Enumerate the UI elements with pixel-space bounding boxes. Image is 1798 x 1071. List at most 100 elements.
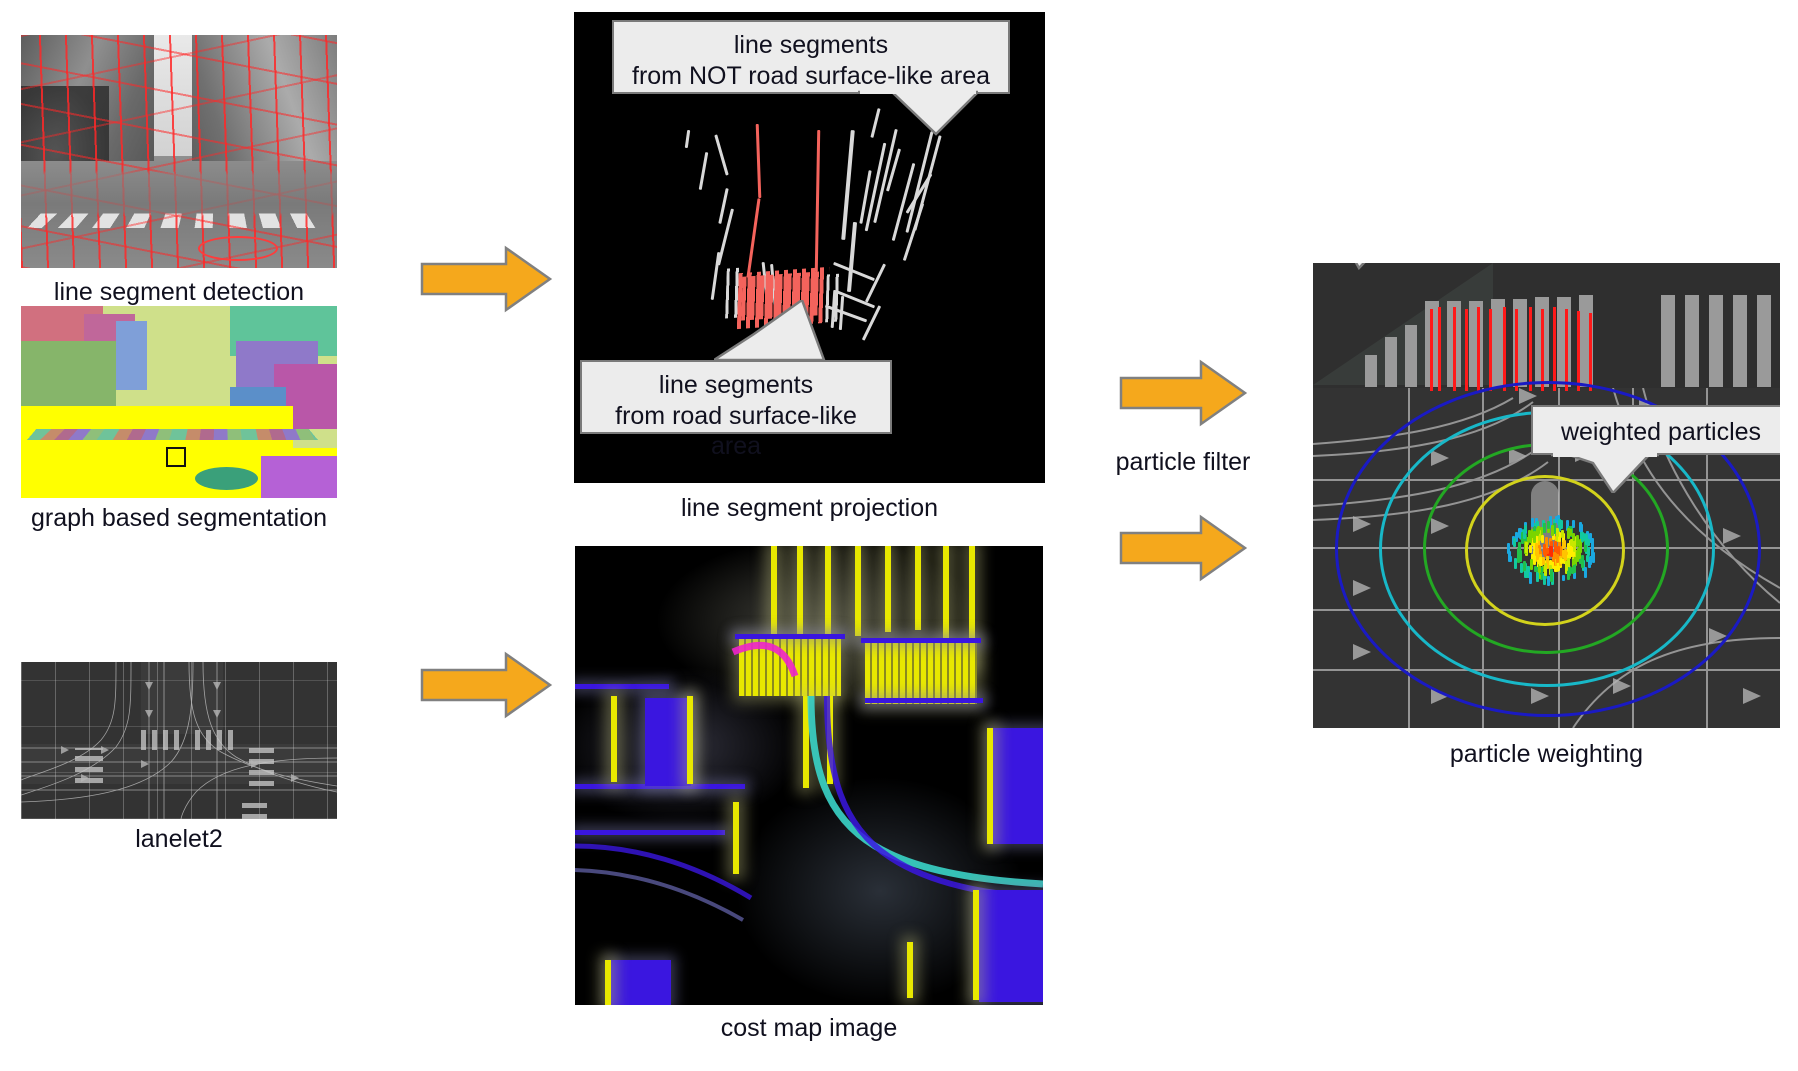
cost-lane-vertical: [825, 546, 831, 638]
particle: [1580, 524, 1584, 532]
particle: [1578, 547, 1581, 559]
particle: [1523, 528, 1527, 540]
particle: [1538, 529, 1542, 542]
particle: [1533, 541, 1536, 551]
particle: [1543, 549, 1547, 557]
cost-crosswalk-block: [865, 642, 977, 704]
particle: [1570, 566, 1574, 575]
map-bar: [1733, 295, 1747, 387]
likelihood-ring-yellow: [1465, 475, 1625, 626]
particle: [1525, 537, 1529, 546]
particle: [1553, 523, 1556, 534]
particle: [1578, 521, 1582, 533]
projected-3d-segment: [1553, 307, 1556, 391]
cost-lane-vertical: [943, 546, 949, 646]
particle: [1538, 544, 1542, 553]
cost-block: [993, 728, 1043, 844]
caption-line-segment-detection: line segment detection: [53, 278, 305, 306]
particle: [1553, 552, 1556, 560]
particle: [1538, 564, 1542, 573]
particle: [1588, 533, 1592, 544]
particle: [1572, 571, 1576, 580]
particle: [1542, 565, 1546, 573]
map-bar: [1491, 299, 1505, 387]
particle: [1547, 526, 1550, 534]
manhole-segment: [194, 467, 258, 491]
particle: [1546, 558, 1550, 569]
callout-line-1: line segments: [733, 31, 889, 59]
map-bar: [1405, 325, 1417, 387]
particle: [1532, 553, 1536, 565]
particle: [1533, 549, 1537, 560]
lane-grid: [21, 662, 337, 819]
crosswalk-south: [242, 797, 268, 819]
particle: [1555, 527, 1559, 538]
projected-3d-segment: [1477, 307, 1480, 391]
projected-segment-white: [698, 152, 709, 190]
panel-particle-weighting: 3D projected line segments weighted part…: [1313, 263, 1780, 728]
particle: [1583, 566, 1587, 578]
particle: [1527, 566, 1531, 578]
particle: [1525, 542, 1529, 553]
projected-segment-red: [814, 129, 821, 273]
projected-3d-segment: [1430, 309, 1433, 391]
particle: [1573, 544, 1577, 552]
particle: [1508, 551, 1512, 562]
particle: [1567, 567, 1571, 581]
callout-road-surface: line segments from road surface-like are…: [580, 360, 892, 460]
particle: [1542, 522, 1546, 534]
particle: [1586, 554, 1590, 563]
particle: [1518, 548, 1522, 557]
particle: [1547, 577, 1551, 585]
particle: [1524, 565, 1528, 578]
particle: [1545, 537, 1549, 549]
cost-block: [979, 890, 1043, 1002]
particle: [1533, 531, 1537, 543]
cost-lane-horizontal: [575, 784, 745, 789]
map-bar: [1385, 337, 1397, 387]
panel-line-segment-projection: line segments from NOT road surface-like…: [574, 12, 1045, 483]
crosswalk-segments: [27, 429, 319, 441]
sidewalk-segment: [261, 455, 337, 498]
arrow-detection-to-projection: [420, 245, 553, 313]
particle: [1578, 541, 1582, 554]
projected-3d-segment: [1489, 309, 1492, 391]
map-bar: [1661, 295, 1675, 387]
projected-segment-white: [714, 134, 729, 176]
particle: [1572, 559, 1575, 566]
cost-block: [645, 698, 691, 786]
particle: [1531, 518, 1535, 527]
particle: [1536, 539, 1540, 548]
callout-not-road-surface: line segments from NOT road surface-like…: [612, 20, 1010, 94]
projected-3d-segment: [1465, 309, 1468, 391]
segment-region-3: [115, 321, 148, 391]
seed-point-marker: [166, 447, 187, 468]
particle: [1513, 537, 1516, 548]
cost-lane-horizontal: [575, 684, 669, 689]
projected-3d-segment: [1503, 307, 1506, 391]
particle: [1529, 533, 1532, 544]
arrow-lanelet-to-costmap: [420, 651, 553, 719]
particle: [1567, 547, 1571, 559]
particle: [1581, 532, 1585, 542]
particle: [1523, 562, 1527, 572]
likelihood-ring-outer: [1335, 381, 1761, 717]
cost-crosswalk-edge: [865, 698, 983, 703]
projected-3d-segment: [1438, 307, 1441, 391]
particle: [1560, 530, 1564, 539]
cost-block-edge: [987, 728, 993, 844]
particle: [1580, 555, 1584, 568]
particle: [1558, 519, 1561, 532]
particle: [1539, 556, 1543, 567]
particle: [1516, 547, 1520, 554]
particle: [1567, 542, 1571, 552]
callout-line-1: line segments: [658, 371, 814, 399]
particle: [1550, 540, 1554, 547]
callout-line-1: weighted particles: [1560, 418, 1762, 446]
particle: [1540, 535, 1544, 544]
caption-line-segment-projection: line segment projection: [680, 494, 939, 522]
particle: [1536, 558, 1540, 569]
particle: [1516, 551, 1520, 564]
callout-line-2: from NOT road surface-like area: [632, 61, 990, 90]
particle: [1560, 519, 1564, 530]
